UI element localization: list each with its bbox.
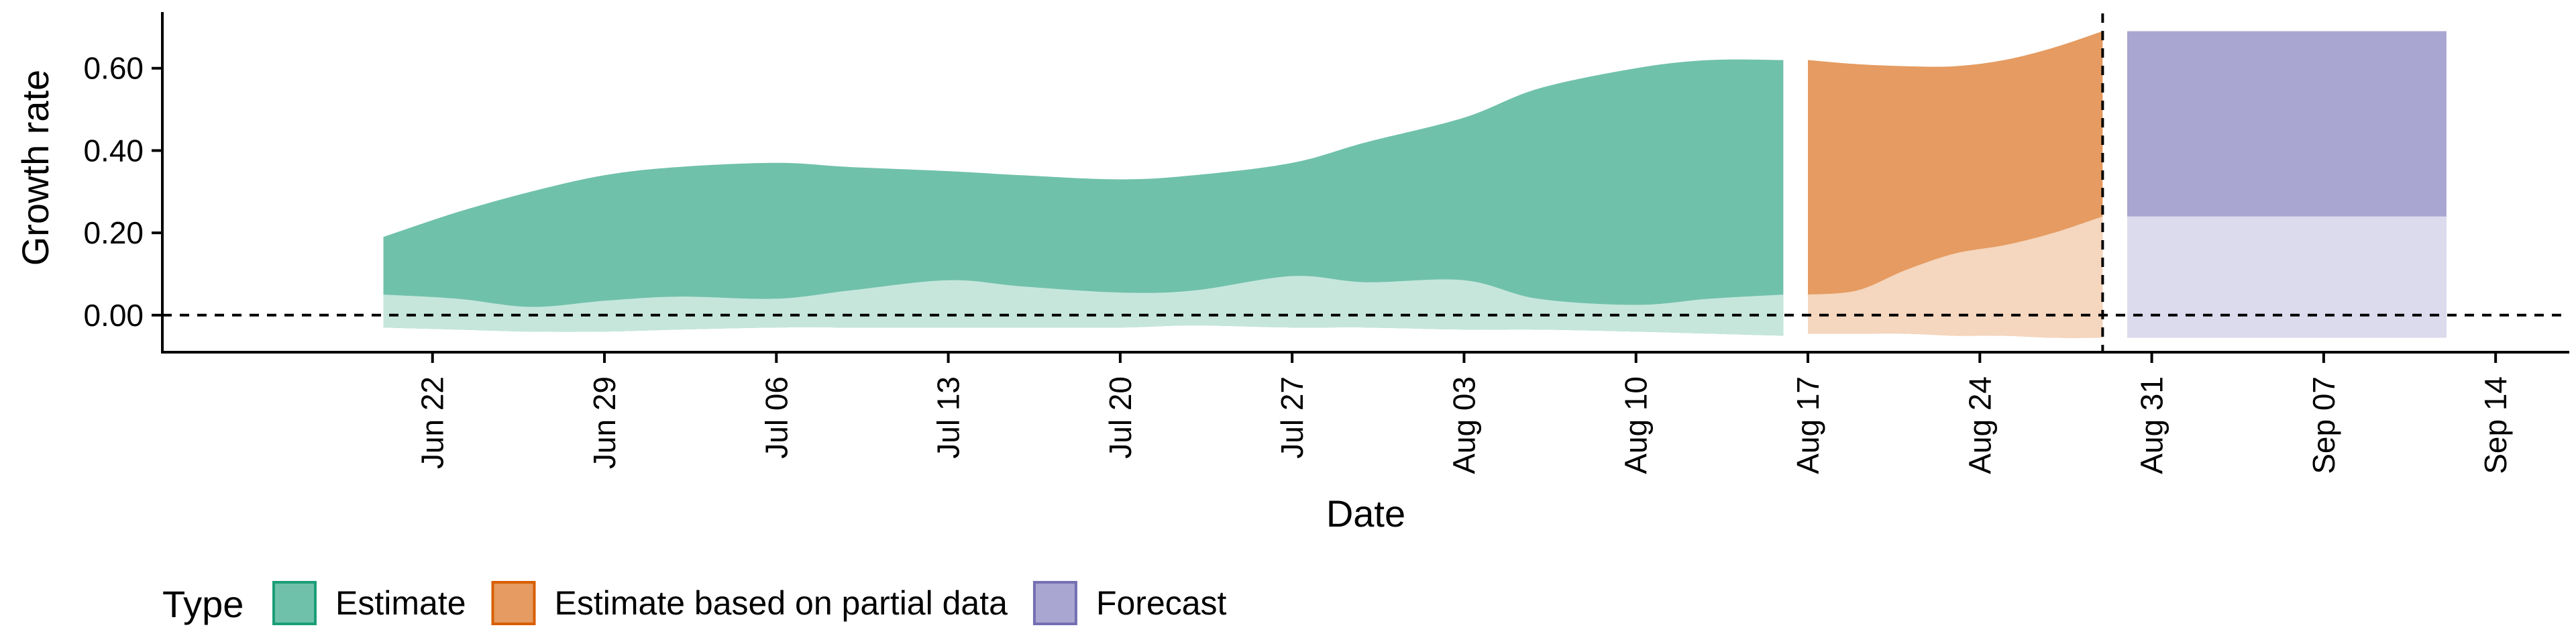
y-tick-label: 0.20 [83,215,144,250]
y-axis-title: Growth rate [14,70,56,266]
y-tick-label: 0.60 [83,51,144,86]
x-tick-label: Jul 27 [1275,376,1309,459]
x-tick-label: Sep 14 [2478,376,2513,474]
legend-key-estimate-based-on-partial-data [491,581,536,625]
x-tick-label: Aug 03 [1446,376,1481,474]
x-tick-label: Jul 20 [1103,376,1138,459]
x-tick-label: Jul 06 [759,376,794,459]
plot-area [162,13,2569,352]
x-tick-label: Jul 13 [931,376,966,459]
series-estimate-outer-band [383,59,1784,336]
legend-title: Type [162,583,244,625]
series-estimate-inner-band [383,276,1784,336]
legend: Type Estimate Estimate based on partial d… [162,581,1227,625]
legend-key-forecast [1032,581,1077,625]
legend-label-forecast: Forecast [1096,584,1227,622]
legend-key-estimate [272,581,317,625]
x-tick-label: Aug 10 [1619,376,1654,474]
x-tick-label: Aug 17 [1790,376,1825,474]
legend-label-estimate: Estimate [335,584,466,622]
axes: 0.00 0.20 0.40 0.60 Jun 22 Jun 29 Jul 06 Jul 13… [83,12,2569,474]
x-tick-label: Aug 31 [2135,376,2169,474]
y-tick-label: 0.40 [83,133,144,168]
x-tick-label: Jun 29 [587,376,622,469]
x-tick-label: Aug 24 [1962,376,1997,474]
x-tick-label: Sep 07 [2306,376,2341,474]
x-tick-label: Jun 22 [415,376,450,469]
legend-label-estimate-based-on-partial-data: Estimate based on partial data [555,584,1008,622]
x-axis-title: Date [1326,492,1405,535]
series-forecast-inner-band [2127,216,2447,338]
series-estimate-based-on-partial-data-inner-band [1808,216,2103,338]
y-tick-label: 0.00 [83,298,144,333]
